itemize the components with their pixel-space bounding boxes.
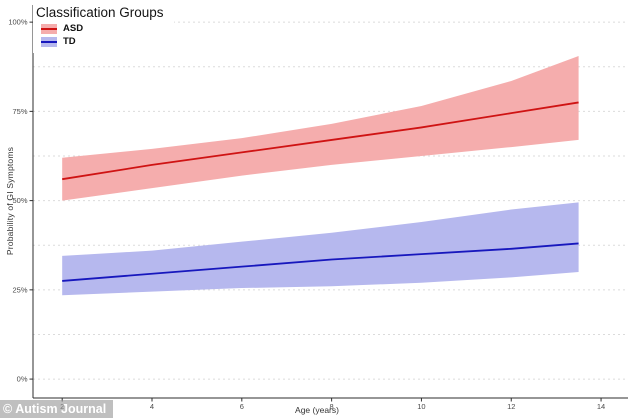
legend-swatch-stripe-td [41,40,57,43]
legend-swatch-stripe-asd [41,27,57,30]
legend-item-td: TD [41,36,164,47]
x-axis-title: Age (years) [295,405,339,415]
x-tick-label: 12 [507,402,515,411]
legend-items: ASD TD [36,23,164,47]
legend-title: Classification Groups [36,5,164,20]
y-tick-label: 100% [8,18,28,27]
y-axis-title: Probability of GI Symptoms [5,146,15,256]
td-fit-line [62,242,579,282]
x-tick-label: 6 [240,402,244,411]
x-tick-label: 4 [150,402,154,411]
legend-swatch-asd [41,23,57,34]
x-tick-label: 10 [417,402,425,411]
x-tick-label: 14 [597,402,605,411]
legend-label-asd: ASD [63,23,84,34]
y-tick-label: 25% [12,285,27,294]
legend: Classification Groups ASD TD [33,3,174,53]
y-tick-label: 0% [17,375,28,384]
td-confidence-ribbon [62,202,579,296]
legend-item-asd: ASD [41,23,164,34]
y-tick-label: 75% [12,107,27,116]
asd-fit-line [62,101,579,181]
legend-swatch-td [41,36,57,47]
legend-label-td: TD [63,36,76,47]
asd-confidence-ribbon [62,56,579,201]
y-tick-label: 50% [12,196,27,205]
watermark: © Autism Journal [0,400,114,418]
x-tick-label: 8 [330,402,334,411]
